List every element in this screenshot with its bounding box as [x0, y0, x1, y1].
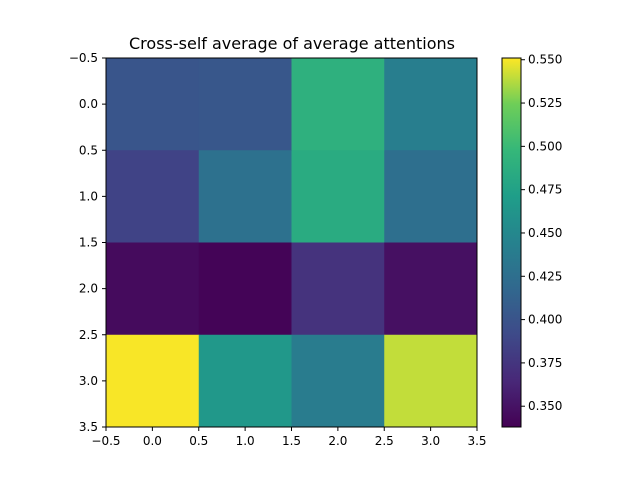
y-tick-label: 3.5 [79, 420, 98, 434]
x-tick-label: 3.5 [467, 434, 486, 448]
heatmap-cell [106, 242, 200, 336]
colorbar-tick-label: 0.425 [528, 269, 562, 283]
heatmap-cell [384, 58, 478, 151]
heatmap-cell [198, 242, 292, 336]
colorbar-tick-label: 0.525 [528, 96, 562, 110]
x-tick-label: 0.5 [189, 434, 208, 448]
x-tick-label: 3.0 [421, 434, 440, 448]
colorbar [502, 58, 521, 427]
x-tick-label: 2.5 [375, 434, 394, 448]
heatmap-cell [384, 334, 478, 428]
chart-title: Cross-self average of average attentions [129, 34, 455, 53]
y-tick-label: 2.5 [79, 328, 98, 342]
heatmap-cell [291, 58, 385, 151]
x-axis: −0.5 0.0 0.5 1.0 1.5 2.0 2.5 3.0 3.5 [91, 427, 487, 448]
heatmap-cell [198, 58, 292, 151]
colorbar-tick-label: 0.475 [528, 183, 562, 197]
colorbar-tick-label: 0.375 [528, 356, 562, 370]
x-tick-label: 1.5 [282, 434, 301, 448]
y-tick-label: 1.0 [79, 189, 98, 203]
heatmap-cells [106, 58, 478, 428]
x-tick-label: 2.0 [328, 434, 347, 448]
colorbar-tick-label: 0.550 [528, 53, 562, 67]
colorbar-tick-label: 0.400 [528, 313, 562, 327]
colorbar-tick-label: 0.350 [528, 399, 562, 413]
y-axis: −0.5 0.0 0.5 1.0 1.5 2.0 2.5 3.0 3.5 [69, 51, 106, 434]
x-tick-label: 1.0 [236, 434, 255, 448]
y-tick-label: 2.0 [79, 282, 98, 296]
colorbar-tick-label: 0.500 [528, 139, 562, 153]
colorbar-frame [501, 57, 522, 428]
x-tick-label: 0.0 [143, 434, 162, 448]
y-tick-label: 1.5 [79, 236, 98, 250]
heatmap-cell [198, 334, 292, 428]
heatmap-cell [291, 334, 385, 428]
heatmap-cell [198, 150, 292, 243]
colorbar-tick-label: 0.450 [528, 226, 562, 240]
heatmap-cell [384, 150, 478, 243]
colorbar-axis: 0.350 0.375 0.400 0.425 0.450 0.475 0.500 0.525… [521, 53, 562, 413]
heatmap-cell [291, 242, 385, 336]
heatmap-cell [106, 150, 200, 243]
heatmap-cell [291, 150, 385, 243]
heatmap-cell [106, 58, 200, 151]
y-tick-label: −0.5 [69, 51, 98, 65]
y-tick-label: 0.0 [79, 97, 98, 111]
y-tick-label: 3.0 [79, 374, 98, 388]
heatmap-cell [384, 242, 478, 336]
heatmap-cell [106, 334, 200, 428]
y-tick-label: 0.5 [79, 143, 98, 157]
x-tick-label: −0.5 [91, 434, 120, 448]
